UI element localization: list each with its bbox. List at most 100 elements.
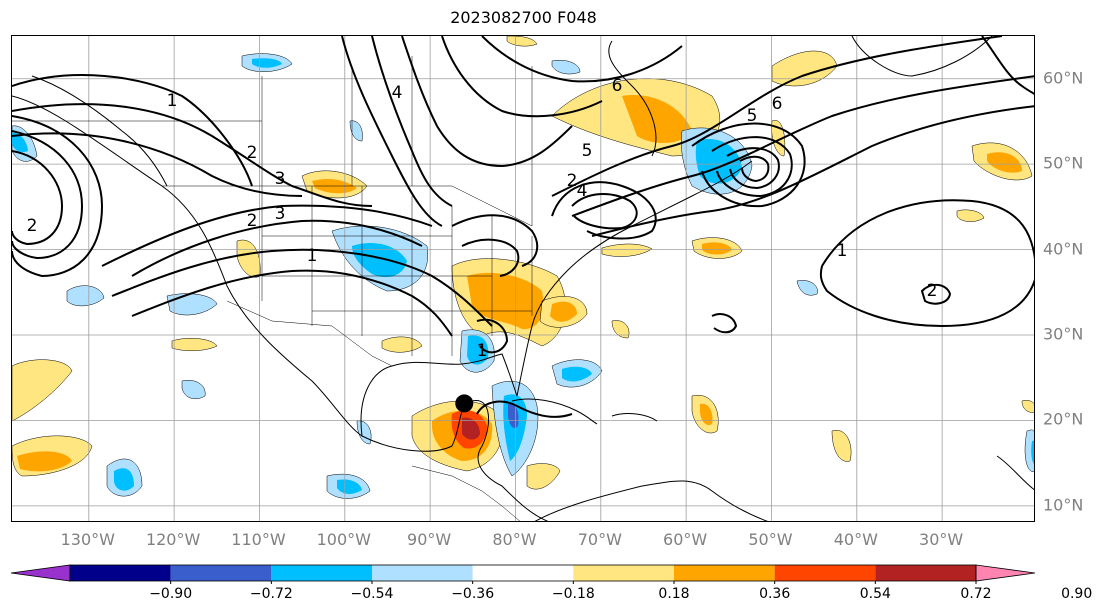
- contour-ne-low-2: [711, 136, 793, 198]
- coastline-greenland: [851, 36, 993, 77]
- colorbar-segment: [170, 565, 272, 581]
- contour-label: 1: [837, 241, 848, 261]
- contour-jet-1: [551, 36, 1003, 197]
- colorbar-outline: [69, 564, 977, 582]
- shade-negative: [467, 335, 489, 365]
- longitude-label: 50°W: [748, 530, 793, 549]
- coastline-hispaniola: [611, 413, 658, 422]
- shade-positive: [506, 36, 538, 47]
- colorbar-segment: [372, 565, 473, 581]
- contour-label: 5: [747, 106, 758, 126]
- shade-negative: [349, 120, 363, 142]
- colorbar-segment: [774, 565, 876, 581]
- colorbar-tick-label: 0.54: [859, 586, 891, 602]
- shade-positive: [467, 272, 544, 330]
- longitude-label: 120°W: [145, 530, 201, 549]
- contour-label: 4: [577, 181, 588, 201]
- shade-positive: [700, 403, 713, 426]
- coastlines: [12, 36, 1034, 521]
- longitude-label: 70°W: [577, 530, 622, 549]
- contour-upper-1: [341, 36, 443, 227]
- colorbar-segment: [674, 565, 775, 581]
- shade-negative: [12, 132, 28, 153]
- contour-gulf-low: [476, 400, 573, 418]
- shade-positive: [550, 301, 577, 322]
- contour-label: 1: [307, 246, 318, 266]
- contour-ridge-2: [101, 204, 433, 267]
- shade-positive: [622, 95, 692, 143]
- shade-negative: [562, 366, 592, 382]
- colorbar-tick-label: −0.36: [451, 586, 495, 602]
- colorbar-segment: [573, 565, 674, 581]
- shade-negative: [66, 285, 105, 307]
- contour-label: 6: [772, 94, 783, 114]
- colorbar-tick-label: 0.36: [759, 586, 791, 602]
- shade-negative: [114, 468, 134, 491]
- shade-negative: [181, 380, 206, 399]
- longitude-label: 90°W: [407, 530, 452, 549]
- colorbar-tick-label: −0.90: [149, 586, 193, 602]
- colorbar-extend-high: [975, 564, 1036, 582]
- colorbar-segment: [875, 565, 976, 581]
- contour-ne-low-3: [726, 147, 780, 190]
- coastline-africa: [996, 455, 1034, 491]
- contour-3: [12, 132, 303, 197]
- contour-upper-4: [441, 36, 603, 118]
- shade-negative: [551, 60, 581, 75]
- latitude-label: 10°N: [1043, 495, 1084, 515]
- height-contours: [12, 36, 1034, 418]
- shade-positive: [831, 429, 852, 462]
- longitude-label: 30°W: [919, 530, 964, 549]
- gridlines: [12, 36, 1034, 521]
- contour-ne-low-4: [739, 155, 770, 183]
- shade-positive: [1021, 400, 1034, 413]
- contour-label: 1: [477, 341, 488, 361]
- contour-trough: [111, 248, 493, 327]
- political-borders: [12, 56, 533, 521]
- contour-label: 3: [275, 204, 286, 224]
- latitude-label: 40°N: [1043, 239, 1084, 259]
- colorbar-segment: [271, 565, 372, 581]
- coastline-labrador: [608, 40, 657, 157]
- contour-low-west: [12, 115, 104, 278]
- contour-atl-high: [819, 199, 1034, 328]
- colorbar-extend-low: [10, 564, 71, 582]
- coastline-east: [516, 160, 753, 397]
- colorbar-segment: [70, 565, 171, 581]
- contour-upper-5: [481, 36, 683, 83]
- border-us-mexico: [226, 300, 393, 367]
- shade-positive: [236, 239, 261, 278]
- latitude-label: 20°N: [1043, 409, 1084, 429]
- contour-ne-low-1: [691, 122, 806, 208]
- shade-negative: [356, 420, 372, 445]
- contour-caribbean: [711, 313, 738, 334]
- contour-label: 2: [27, 216, 38, 236]
- colorbar-tick-label: −0.18: [551, 586, 595, 602]
- shade-positive: [987, 152, 1022, 173]
- colorbar-tick-label: 0.72: [960, 586, 992, 602]
- shade-positive: [601, 243, 653, 257]
- contour-ridge-1: [131, 219, 423, 277]
- shade-negative: [337, 479, 362, 494]
- central-america: [411, 465, 521, 521]
- contour-mid-2: [571, 193, 638, 230]
- longitude-label: 40°W: [833, 530, 878, 549]
- longitude-label: 130°W: [60, 530, 115, 549]
- shade-positive: [611, 320, 630, 339]
- shade-negative: [508, 403, 519, 428]
- shade-positive: [381, 336, 423, 353]
- contour-ne-top: [981, 36, 1034, 95]
- contour-atl-small: [920, 283, 952, 305]
- colorbar-segment: [472, 565, 574, 581]
- contour-label: 1: [167, 91, 178, 111]
- contour-label: 2: [247, 143, 258, 163]
- contour-label: 2: [247, 211, 258, 231]
- contour-label: 5: [582, 141, 593, 161]
- contour-label: 2: [567, 171, 578, 191]
- coastline-south-america: [534, 480, 769, 521]
- contour-florida: [476, 318, 509, 354]
- contour-label: 2: [927, 281, 938, 301]
